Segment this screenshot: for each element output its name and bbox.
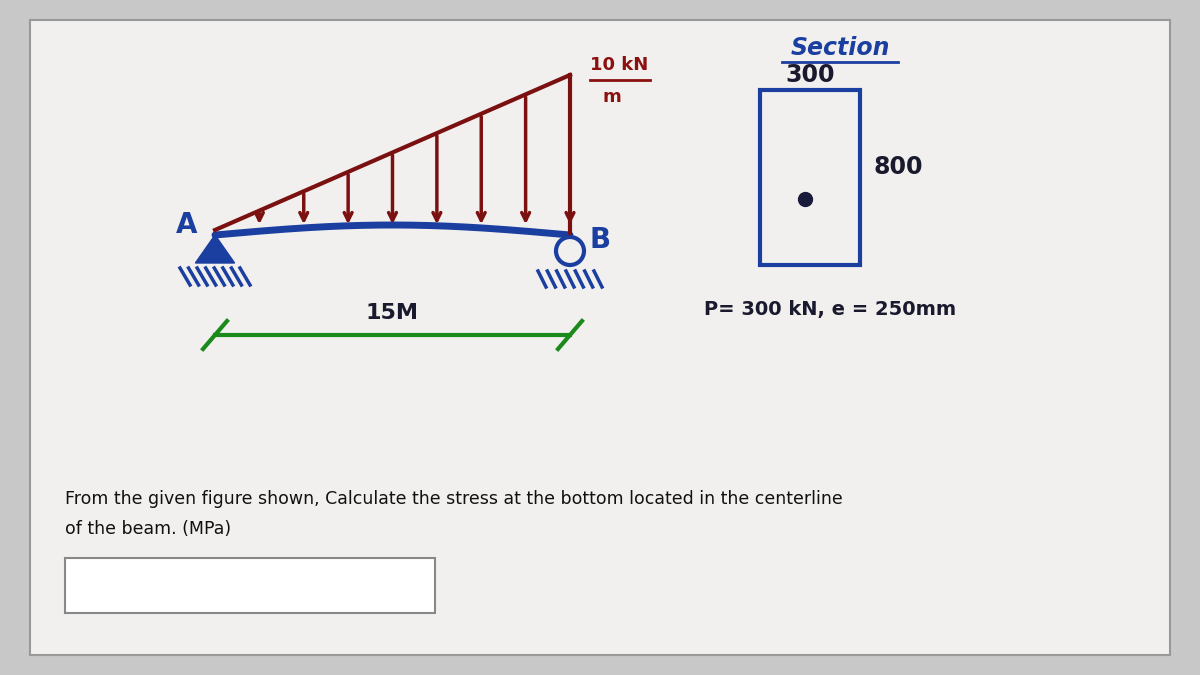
Text: P= 300 kN, e = 250mm: P= 300 kN, e = 250mm <box>704 300 956 319</box>
Polygon shape <box>196 235 235 263</box>
Text: 300: 300 <box>785 63 835 87</box>
Text: Section: Section <box>791 36 889 60</box>
Text: m: m <box>602 88 620 106</box>
Text: 800: 800 <box>874 155 923 180</box>
Text: A: A <box>176 211 198 239</box>
Text: of the beam. (MPa): of the beam. (MPa) <box>65 520 232 538</box>
Text: From the given figure shown, Calculate the stress at the bottom located in the c: From the given figure shown, Calculate t… <box>65 490 842 508</box>
Bar <box>760 90 860 265</box>
Text: B: B <box>589 226 611 254</box>
Text: 10 kN: 10 kN <box>590 56 648 74</box>
Bar <box>65 558 436 613</box>
Text: 15M: 15M <box>366 303 419 323</box>
